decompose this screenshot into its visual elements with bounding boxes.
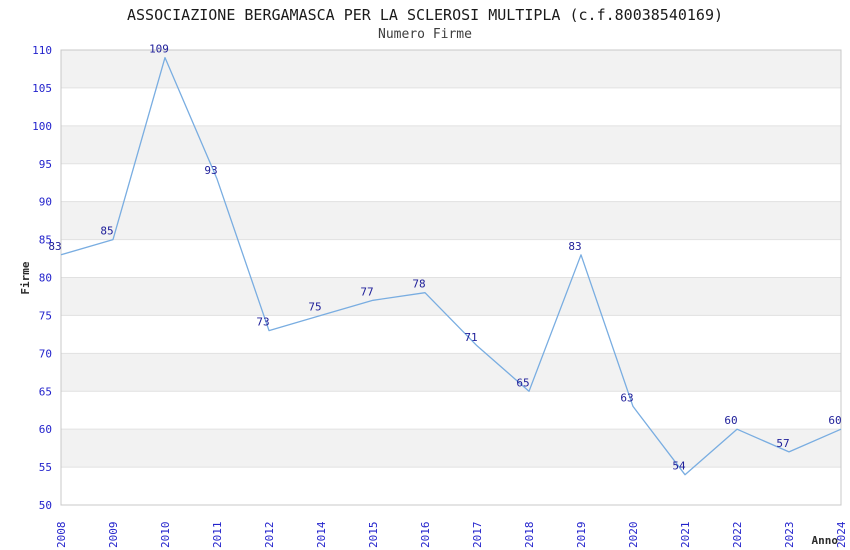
x-tick-label: 2011 xyxy=(211,522,224,549)
data-label: 83 xyxy=(48,240,61,253)
y-tick-label: 70 xyxy=(39,347,52,360)
y-axis-title: Firme xyxy=(19,261,32,294)
data-label: 77 xyxy=(360,285,373,298)
x-tick-label: 2015 xyxy=(367,522,380,549)
grid-band xyxy=(61,353,841,392)
y-tick-label: 75 xyxy=(39,309,52,322)
data-label: 83 xyxy=(568,240,581,253)
x-tick-label: 2024 xyxy=(835,521,848,548)
data-label: 71 xyxy=(464,331,477,344)
grid-band xyxy=(61,201,841,240)
x-tick-label: 2022 xyxy=(731,522,744,549)
data-label: 63 xyxy=(620,391,633,404)
y-tick-label: 100 xyxy=(32,120,52,133)
chart-title: ASSOCIAZIONE BERGAMASCA PER LA SCLEROSI … xyxy=(126,6,724,24)
x-tick-label: 2009 xyxy=(107,522,120,549)
x-tick-label: 2008 xyxy=(55,522,68,549)
y-tick-label: 65 xyxy=(39,385,52,398)
x-tick-label: 2017 xyxy=(471,522,484,549)
grid-band xyxy=(61,429,841,468)
data-label: 54 xyxy=(672,460,686,473)
x-axis-title: Anno xyxy=(812,534,839,547)
x-tick-label: 2018 xyxy=(523,522,536,549)
data-label: 60 xyxy=(724,414,737,427)
grid-band xyxy=(61,125,841,164)
data-label: 75 xyxy=(308,300,321,313)
y-tick-label: 105 xyxy=(32,82,52,95)
data-line xyxy=(60,56,842,476)
x-tick-label: 2019 xyxy=(575,522,588,549)
data-label: 60 xyxy=(828,414,841,427)
x-tick-label: 2014 xyxy=(315,521,328,548)
data-label: 109 xyxy=(149,43,169,56)
plot-border xyxy=(60,49,842,506)
y-tick-label: 55 xyxy=(39,461,52,474)
data-label: 93 xyxy=(204,164,217,177)
x-tick-label: 2023 xyxy=(783,522,796,549)
y-tick-label: 110 xyxy=(32,44,52,57)
y-tick-label: 80 xyxy=(39,272,52,285)
x-tick-label: 2016 xyxy=(419,522,432,549)
x-tick-label: 2012 xyxy=(263,522,276,549)
y-tick-label: 50 xyxy=(39,499,52,512)
data-label: 65 xyxy=(516,376,529,389)
y-tick-label: 60 xyxy=(39,423,52,436)
y-tick-label: 90 xyxy=(39,196,52,209)
grid-band xyxy=(61,50,841,88)
y-tick-label: 85 xyxy=(39,234,52,247)
data-label: 85 xyxy=(100,225,113,238)
x-tick-label: 2010 xyxy=(159,522,172,549)
x-tick-label: 2020 xyxy=(627,522,640,549)
grid-band xyxy=(61,277,841,316)
data-label: 57 xyxy=(776,437,789,450)
y-tick-label: 95 xyxy=(39,158,52,171)
x-tick-label: 2021 xyxy=(679,522,692,549)
data-label: 78 xyxy=(412,278,425,291)
chart-subtitle: Numero Firme xyxy=(378,27,472,42)
data-label: 73 xyxy=(256,316,269,329)
